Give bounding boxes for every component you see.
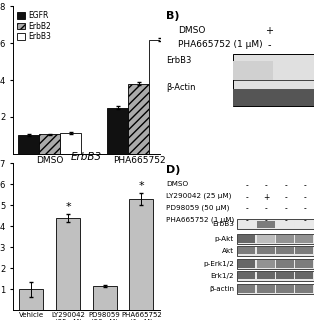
Bar (108, 108, 128, 154)
Text: *: * (139, 180, 144, 190)
Title: ErbB3: ErbB3 (71, 152, 102, 163)
Bar (257, 260, 275, 268)
Text: -: - (284, 204, 287, 213)
Bar (238, 272, 255, 279)
Text: *: * (65, 202, 71, 212)
Text: -: - (303, 204, 306, 213)
Text: D): D) (166, 165, 181, 175)
Bar (237, 234, 314, 244)
Bar (238, 247, 255, 254)
Text: +: + (263, 193, 270, 202)
Bar (295, 235, 313, 243)
Text: -: - (246, 181, 249, 190)
Bar (238, 235, 255, 243)
Text: LY290042 (25 μM): LY290042 (25 μM) (166, 193, 232, 199)
Bar (18, 135, 39, 154)
Bar (276, 235, 294, 243)
Text: -: - (265, 181, 268, 190)
Bar (276, 285, 294, 293)
Bar (237, 259, 314, 269)
Bar (20, 289, 43, 310)
Bar (130, 199, 153, 310)
Text: -: - (268, 40, 271, 50)
Bar (295, 247, 313, 254)
Bar (295, 272, 313, 279)
Text: p-Akt: p-Akt (215, 236, 234, 242)
Bar (233, 89, 273, 107)
Text: -: - (246, 216, 249, 225)
Bar (238, 220, 255, 228)
Bar (257, 235, 275, 243)
Bar (233, 61, 273, 80)
Bar (257, 220, 275, 228)
Bar (56, 218, 80, 310)
Text: p-Erk1/2: p-Erk1/2 (203, 261, 234, 267)
Text: ErbB3: ErbB3 (212, 221, 234, 227)
Legend: EGFR, ErbB2, ErbB3: EGFR, ErbB2, ErbB3 (17, 10, 52, 42)
Bar (295, 220, 313, 228)
Bar (93, 286, 117, 310)
Bar (60, 133, 81, 154)
Text: -: - (284, 193, 287, 202)
Bar (238, 260, 255, 268)
Text: PD98059 (50 μM): PD98059 (50 μM) (166, 204, 230, 211)
Text: B): B) (166, 11, 180, 21)
Bar (238, 285, 255, 293)
Bar (273, 89, 314, 107)
Text: ErbB3: ErbB3 (166, 56, 192, 65)
Text: Erk1/2: Erk1/2 (211, 273, 234, 279)
Text: -: - (303, 216, 306, 225)
Bar (257, 285, 275, 293)
Text: β-actin: β-actin (209, 286, 234, 292)
Text: DMSO: DMSO (166, 181, 188, 187)
Bar (257, 272, 275, 279)
Text: PHA665752 (1 μM): PHA665752 (1 μM) (166, 216, 235, 223)
Bar (149, 39, 171, 154)
Bar (237, 246, 314, 256)
Bar (276, 272, 294, 279)
Text: -: - (265, 216, 268, 225)
Text: -: - (303, 193, 306, 202)
Bar (276, 220, 294, 228)
Text: PHA665752 (1 μM): PHA665752 (1 μM) (178, 40, 263, 49)
Bar (295, 260, 313, 268)
Text: -: - (246, 193, 249, 202)
Text: Akt: Akt (222, 248, 234, 254)
Bar (128, 84, 149, 154)
Bar (39, 134, 60, 154)
Text: -: - (265, 204, 268, 213)
Text: -: - (284, 181, 287, 190)
Bar (233, 53, 314, 107)
Text: +: + (266, 26, 273, 36)
Bar (276, 260, 294, 268)
Text: -: - (303, 181, 306, 190)
Text: DMSO: DMSO (178, 26, 205, 35)
Bar (237, 284, 314, 294)
Bar (237, 271, 314, 281)
Text: -: - (246, 204, 249, 213)
Bar (295, 285, 313, 293)
Bar (237, 219, 314, 229)
Text: -: - (284, 216, 287, 225)
Text: β-Actin: β-Actin (166, 83, 196, 92)
Bar (257, 247, 275, 254)
Bar (276, 247, 294, 254)
